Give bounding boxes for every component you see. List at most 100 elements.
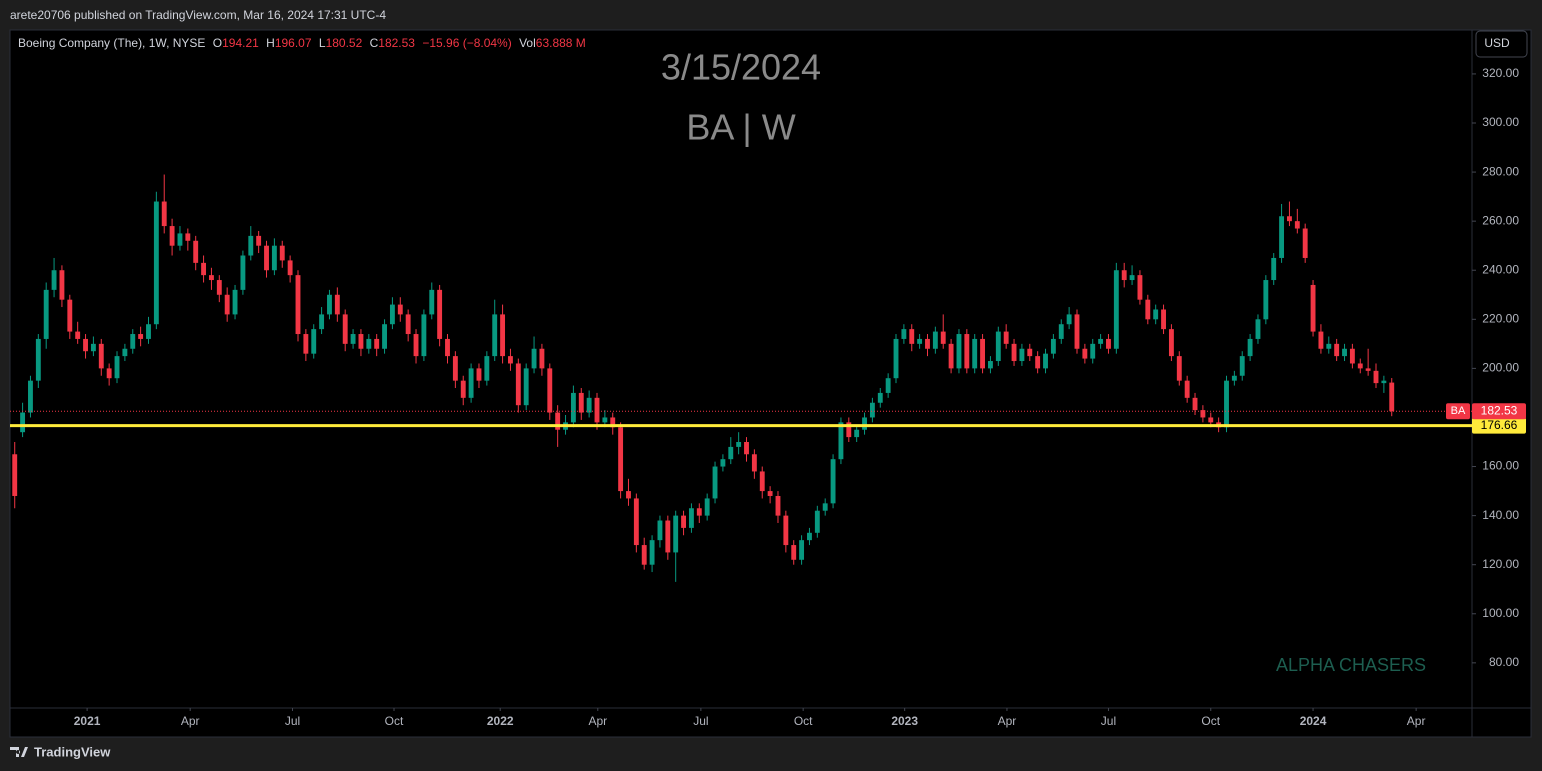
x-tick-label: Oct	[1201, 714, 1220, 728]
legend-key: Vol	[519, 36, 536, 50]
candle-body	[610, 417, 616, 428]
candle-body	[531, 348, 537, 369]
legend-key: O	[213, 36, 222, 50]
candle-body	[767, 491, 773, 496]
candle-body	[1113, 270, 1119, 349]
candle-body	[1365, 368, 1371, 371]
price-tag-bg	[1472, 403, 1526, 420]
candle-body	[696, 508, 702, 516]
candle-body	[594, 397, 600, 423]
legend-value: 180.52	[326, 36, 363, 50]
candle-body	[1302, 228, 1308, 258]
candle-body	[508, 356, 513, 364]
candle-body	[216, 280, 222, 295]
candle-body	[366, 338, 372, 349]
candle-body	[334, 294, 340, 315]
candle-body	[838, 422, 844, 460]
candle-body	[397, 304, 403, 315]
candle-body	[1224, 380, 1229, 428]
x-tick-label: Apr	[181, 714, 200, 728]
symbol-tag-bg	[1446, 403, 1470, 420]
candle-body	[468, 368, 474, 398]
candle-body	[901, 329, 907, 339]
y-tick-label: 320.00	[1482, 66, 1519, 80]
candle-body	[523, 368, 529, 406]
candle-body	[1287, 216, 1292, 222]
candle-body	[484, 356, 490, 381]
candle-body	[1334, 343, 1340, 357]
symbol: Boeing Company (The), 1W, NYSE	[18, 36, 205, 50]
candle-body	[1027, 348, 1033, 357]
brand: TradingView	[34, 744, 111, 759]
candle-body	[578, 392, 584, 413]
candle-body	[704, 498, 710, 516]
x-tick-label: 2023	[891, 714, 918, 728]
candle-body	[83, 338, 88, 352]
candle-body	[1168, 329, 1174, 357]
candle-body	[138, 334, 144, 339]
candle-body	[1129, 275, 1135, 281]
candle-body	[20, 412, 26, 433]
candle-body	[744, 442, 749, 455]
candle-body	[35, 338, 41, 381]
candle-body	[452, 356, 458, 381]
candle-body	[783, 515, 789, 546]
candle-body	[822, 503, 828, 511]
candle-body	[303, 334, 309, 354]
chart-subtitle: BA | W	[686, 107, 795, 148]
candle-body	[649, 540, 655, 565]
candle-body	[1310, 284, 1316, 332]
candle-body	[413, 334, 419, 357]
candle-body	[1161, 309, 1166, 330]
candle-body	[1176, 356, 1182, 381]
candle-body	[586, 397, 592, 413]
x-tick-label: Apr	[588, 714, 607, 728]
level-label: 176.66	[1481, 418, 1518, 432]
candle-body	[389, 304, 395, 325]
candle-body	[460, 380, 466, 398]
currency-button[interactable]	[1475, 30, 1528, 58]
candle-body	[869, 402, 875, 418]
candle-body	[1106, 338, 1111, 349]
candle-body	[51, 270, 57, 290]
candle-body	[1192, 397, 1198, 411]
candle-body	[240, 255, 246, 290]
currency-label[interactable]: USD	[1484, 36, 1510, 50]
candle-body	[90, 343, 96, 352]
candle-body	[1231, 375, 1237, 381]
candle-body	[327, 294, 332, 315]
candle-body	[956, 334, 962, 369]
candle-body	[295, 275, 301, 335]
candle-body	[264, 245, 269, 271]
candle-body	[1003, 331, 1009, 344]
y-tick-label: 300.00	[1482, 115, 1519, 129]
candle-body	[877, 392, 883, 403]
candle-body	[287, 260, 293, 276]
x-tick-label: 2022	[487, 714, 514, 728]
candle-body	[814, 510, 820, 533]
chart-title: 3/15/2024	[661, 47, 821, 88]
candle-body	[657, 520, 663, 541]
candle-body	[1342, 348, 1347, 357]
y-tick-label: 120.00	[1482, 557, 1519, 571]
y-tick-label: 200.00	[1482, 361, 1519, 375]
legend-key: C	[370, 36, 379, 50]
candle-body	[1247, 338, 1253, 357]
watermark: ALPHA CHASERS	[1276, 655, 1426, 675]
candle-body	[995, 331, 1001, 362]
candle-body	[1074, 314, 1080, 349]
y-tick-label: 260.00	[1482, 213, 1519, 227]
x-tick-label: 2024	[1300, 714, 1327, 728]
candle-body	[374, 338, 380, 349]
candle-body	[940, 331, 946, 344]
candle-body	[948, 343, 954, 369]
candle-body	[618, 427, 624, 492]
candle-body	[75, 331, 81, 339]
candle-body	[1279, 216, 1285, 258]
candle-body	[641, 545, 647, 565]
chart-panel	[9, 29, 1532, 738]
candle-body	[1263, 280, 1269, 320]
symbol-tag: BA	[1451, 405, 1466, 417]
